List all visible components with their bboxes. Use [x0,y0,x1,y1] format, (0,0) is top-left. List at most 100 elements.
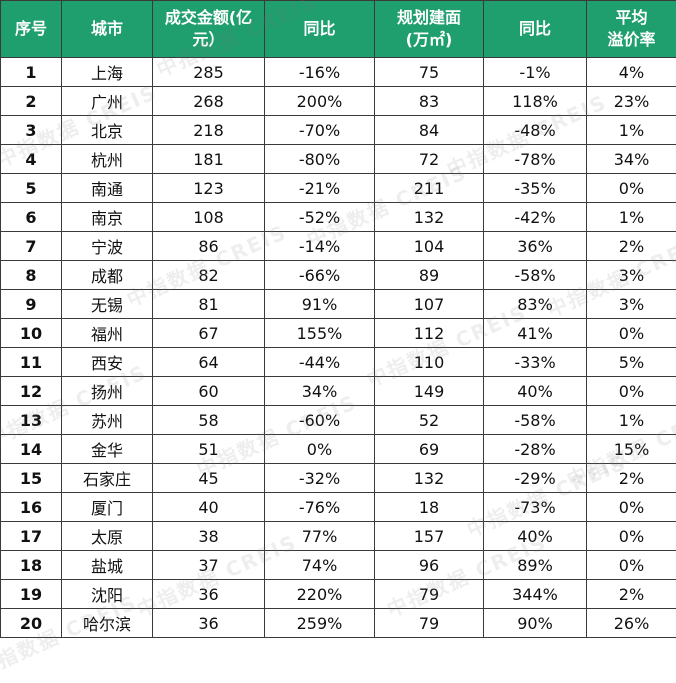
rank-cell: 19 [1,580,62,609]
area-yoy-cell: -1% [484,58,587,87]
amount-yoy-cell: -14% [265,232,375,261]
amount-cell: 40 [153,493,265,522]
premium-cell: 1% [587,203,676,232]
premium-cell: 0% [587,377,676,406]
area-yoy-cell: 36% [484,232,587,261]
amount-cell: 64 [153,348,265,377]
amount-yoy-cell: -70% [265,116,375,145]
area-yoy-cell: -42% [484,203,587,232]
area-cell: 75 [375,58,484,87]
area-yoy-cell: -58% [484,261,587,290]
amount-cell: 38 [153,522,265,551]
amount-yoy-cell: -32% [265,464,375,493]
rank-cell: 20 [1,609,62,638]
premium-cell: 2% [587,232,676,261]
area-cell: 132 [375,464,484,493]
amount-yoy-cell: -16% [265,58,375,87]
premium-cell: 0% [587,551,676,580]
area-cell: 112 [375,319,484,348]
premium-cell: 2% [587,580,676,609]
area-cell: 107 [375,290,484,319]
rank-cell: 6 [1,203,62,232]
header-area-yoy: 同比 [484,1,587,58]
amount-cell: 37 [153,551,265,580]
rank-cell: 4 [1,145,62,174]
rank-cell: 17 [1,522,62,551]
area-yoy-cell: 40% [484,522,587,551]
premium-cell: 3% [587,290,676,319]
area-yoy-cell: -48% [484,116,587,145]
premium-cell: 3% [587,261,676,290]
rank-cell: 16 [1,493,62,522]
area-cell: 18 [375,493,484,522]
area-yoy-cell: 90% [484,609,587,638]
city-cell: 沈阳 [62,580,153,609]
amount-cell: 81 [153,290,265,319]
area-yoy-cell: -35% [484,174,587,203]
rank-cell: 5 [1,174,62,203]
city-cell: 苏州 [62,406,153,435]
amount-yoy-cell: 0% [265,435,375,464]
area-cell: 132 [375,203,484,232]
area-cell: 104 [375,232,484,261]
header-row: 序号城市成交金额(亿元）同比规划建面(万㎡)同比平均溢价率 [1,1,676,58]
rank-cell: 10 [1,319,62,348]
area-cell: 72 [375,145,484,174]
amount-yoy-cell: -52% [265,203,375,232]
amount-cell: 123 [153,174,265,203]
area-yoy-cell: -78% [484,145,587,174]
table-header: 序号城市成交金额(亿元）同比规划建面(万㎡)同比平均溢价率 [1,1,676,58]
area-cell: 149 [375,377,484,406]
rank-cell: 7 [1,232,62,261]
premium-cell: 23% [587,87,676,116]
amount-yoy-cell: -66% [265,261,375,290]
city-cell: 成都 [62,261,153,290]
rank-cell: 8 [1,261,62,290]
city-cell: 哈尔滨 [62,609,153,638]
header-text: 成交金额(亿 [165,8,252,27]
premium-cell: 0% [587,174,676,203]
amount-yoy-cell: -60% [265,406,375,435]
header-text: 规划建面 [397,8,461,27]
rank-cell: 9 [1,290,62,319]
city-cell: 杭州 [62,145,153,174]
city-cell: 上海 [62,58,153,87]
area-yoy-cell: 41% [484,319,587,348]
area-yoy-cell: -29% [484,464,587,493]
header-rank: 序号 [1,1,62,58]
amount-cell: 108 [153,203,265,232]
city-cell: 南通 [62,174,153,203]
amount-cell: 86 [153,232,265,261]
amount-cell: 36 [153,609,265,638]
city-cell: 广州 [62,87,153,116]
amount-cell: 268 [153,87,265,116]
amount-cell: 58 [153,406,265,435]
area-yoy-cell: 83% [484,290,587,319]
area-cell: 211 [375,174,484,203]
city-cell: 金华 [62,435,153,464]
header-text: 平均 [615,8,647,27]
premium-cell: 1% [587,406,676,435]
area-cell: 89 [375,261,484,290]
area-cell: 157 [375,522,484,551]
header-text: (万㎡) [406,30,453,49]
amount-yoy-cell: -76% [265,493,375,522]
area-yoy-cell: -28% [484,435,587,464]
amount-cell: 36 [153,580,265,609]
area-cell: 79 [375,609,484,638]
amount-yoy-cell: 259% [265,609,375,638]
rank-cell: 2 [1,87,62,116]
amount-cell: 67 [153,319,265,348]
rank-cell: 1 [1,58,62,87]
